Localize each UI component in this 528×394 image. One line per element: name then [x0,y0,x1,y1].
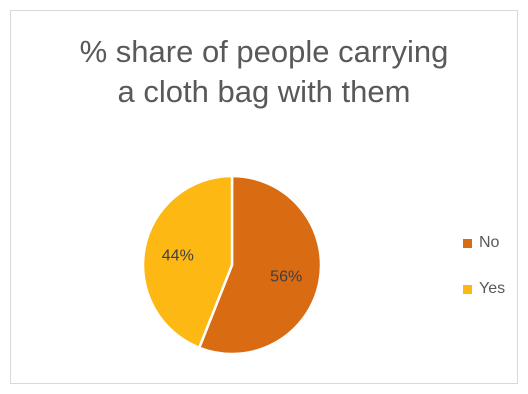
legend-item-yes: Yes [463,278,505,300]
pie-slice-no [197,174,323,356]
legend-label-no: No [479,234,500,251]
legend-label-yes: Yes [479,280,506,297]
legend-swatch-no [463,238,472,248]
chart-legend: No Yes [463,232,505,324]
pie-data-label-yes: 44% [162,248,194,265]
pie-data-label-no: 56% [270,268,302,285]
pie-slice-yes [141,174,234,349]
chart-title-line-1: % share of people carrying [79,34,449,69]
legend-swatch-yes [463,284,472,294]
legend-item-no: No [463,232,505,254]
chart-title-line-2: a cloth bag with them [117,74,411,109]
chart-title: % share of people carrying a cloth bag w… [0,32,528,112]
